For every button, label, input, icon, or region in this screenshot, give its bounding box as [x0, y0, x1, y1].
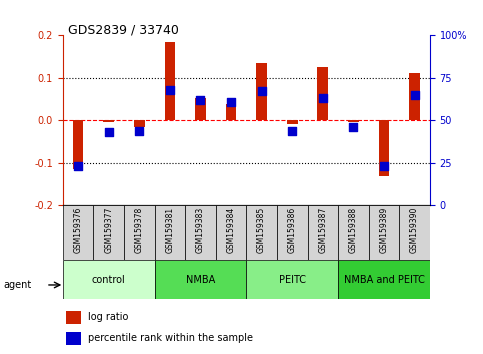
Text: log ratio: log ratio	[88, 312, 129, 322]
Text: control: control	[92, 275, 126, 285]
Bar	[185, 205, 216, 260]
Text: GSM159386: GSM159386	[288, 207, 297, 253]
Point	[166, 87, 174, 93]
Bar	[246, 205, 277, 260]
Bar	[67, 332, 81, 345]
Bar	[134, 120, 144, 127]
Text: GSM159389: GSM159389	[380, 207, 388, 253]
Bar	[369, 205, 399, 260]
Bar	[287, 120, 298, 124]
Text: percentile rank within the sample: percentile rank within the sample	[88, 333, 254, 343]
Point	[288, 128, 296, 133]
Bar	[195, 98, 206, 120]
Text: GSM159378: GSM159378	[135, 207, 144, 253]
Text: agent: agent	[3, 280, 31, 290]
Bar	[93, 205, 124, 260]
Bar	[63, 260, 155, 299]
Bar	[73, 120, 84, 169]
Point	[135, 128, 143, 133]
Text: GSM159387: GSM159387	[318, 207, 327, 253]
Bar	[155, 260, 246, 299]
Point	[105, 130, 113, 135]
Bar	[63, 205, 93, 260]
Bar	[379, 120, 389, 176]
Point	[258, 88, 266, 94]
Bar	[277, 205, 308, 260]
Text: GDS2839 / 33740: GDS2839 / 33740	[68, 23, 179, 36]
Text: GSM159388: GSM159388	[349, 207, 358, 253]
Point	[319, 96, 327, 101]
Text: NMBA: NMBA	[186, 275, 215, 285]
Bar	[216, 205, 246, 260]
Bar	[317, 67, 328, 120]
Bar	[308, 205, 338, 260]
Bar	[348, 120, 359, 122]
Bar	[409, 73, 420, 120]
Bar	[165, 42, 175, 120]
Point	[350, 124, 357, 130]
Text: GSM159383: GSM159383	[196, 207, 205, 253]
Bar	[67, 311, 81, 324]
Bar	[226, 104, 236, 120]
Point	[227, 99, 235, 104]
Bar	[338, 205, 369, 260]
Bar	[246, 260, 338, 299]
Point	[197, 97, 204, 103]
Text: GSM159381: GSM159381	[165, 207, 174, 253]
Bar	[103, 120, 114, 122]
Point	[380, 164, 388, 169]
Text: GSM159384: GSM159384	[227, 207, 236, 253]
Text: GSM159385: GSM159385	[257, 207, 266, 253]
Bar	[338, 260, 430, 299]
Point	[74, 164, 82, 169]
Bar	[124, 205, 155, 260]
Text: GSM159376: GSM159376	[73, 207, 83, 253]
Text: GSM159377: GSM159377	[104, 207, 113, 253]
Text: GSM159390: GSM159390	[410, 207, 419, 253]
Bar	[399, 205, 430, 260]
Text: NMBA and PEITC: NMBA and PEITC	[343, 275, 425, 285]
Text: PEITC: PEITC	[279, 275, 306, 285]
Point	[411, 92, 418, 98]
Bar	[155, 205, 185, 260]
Bar	[256, 63, 267, 120]
